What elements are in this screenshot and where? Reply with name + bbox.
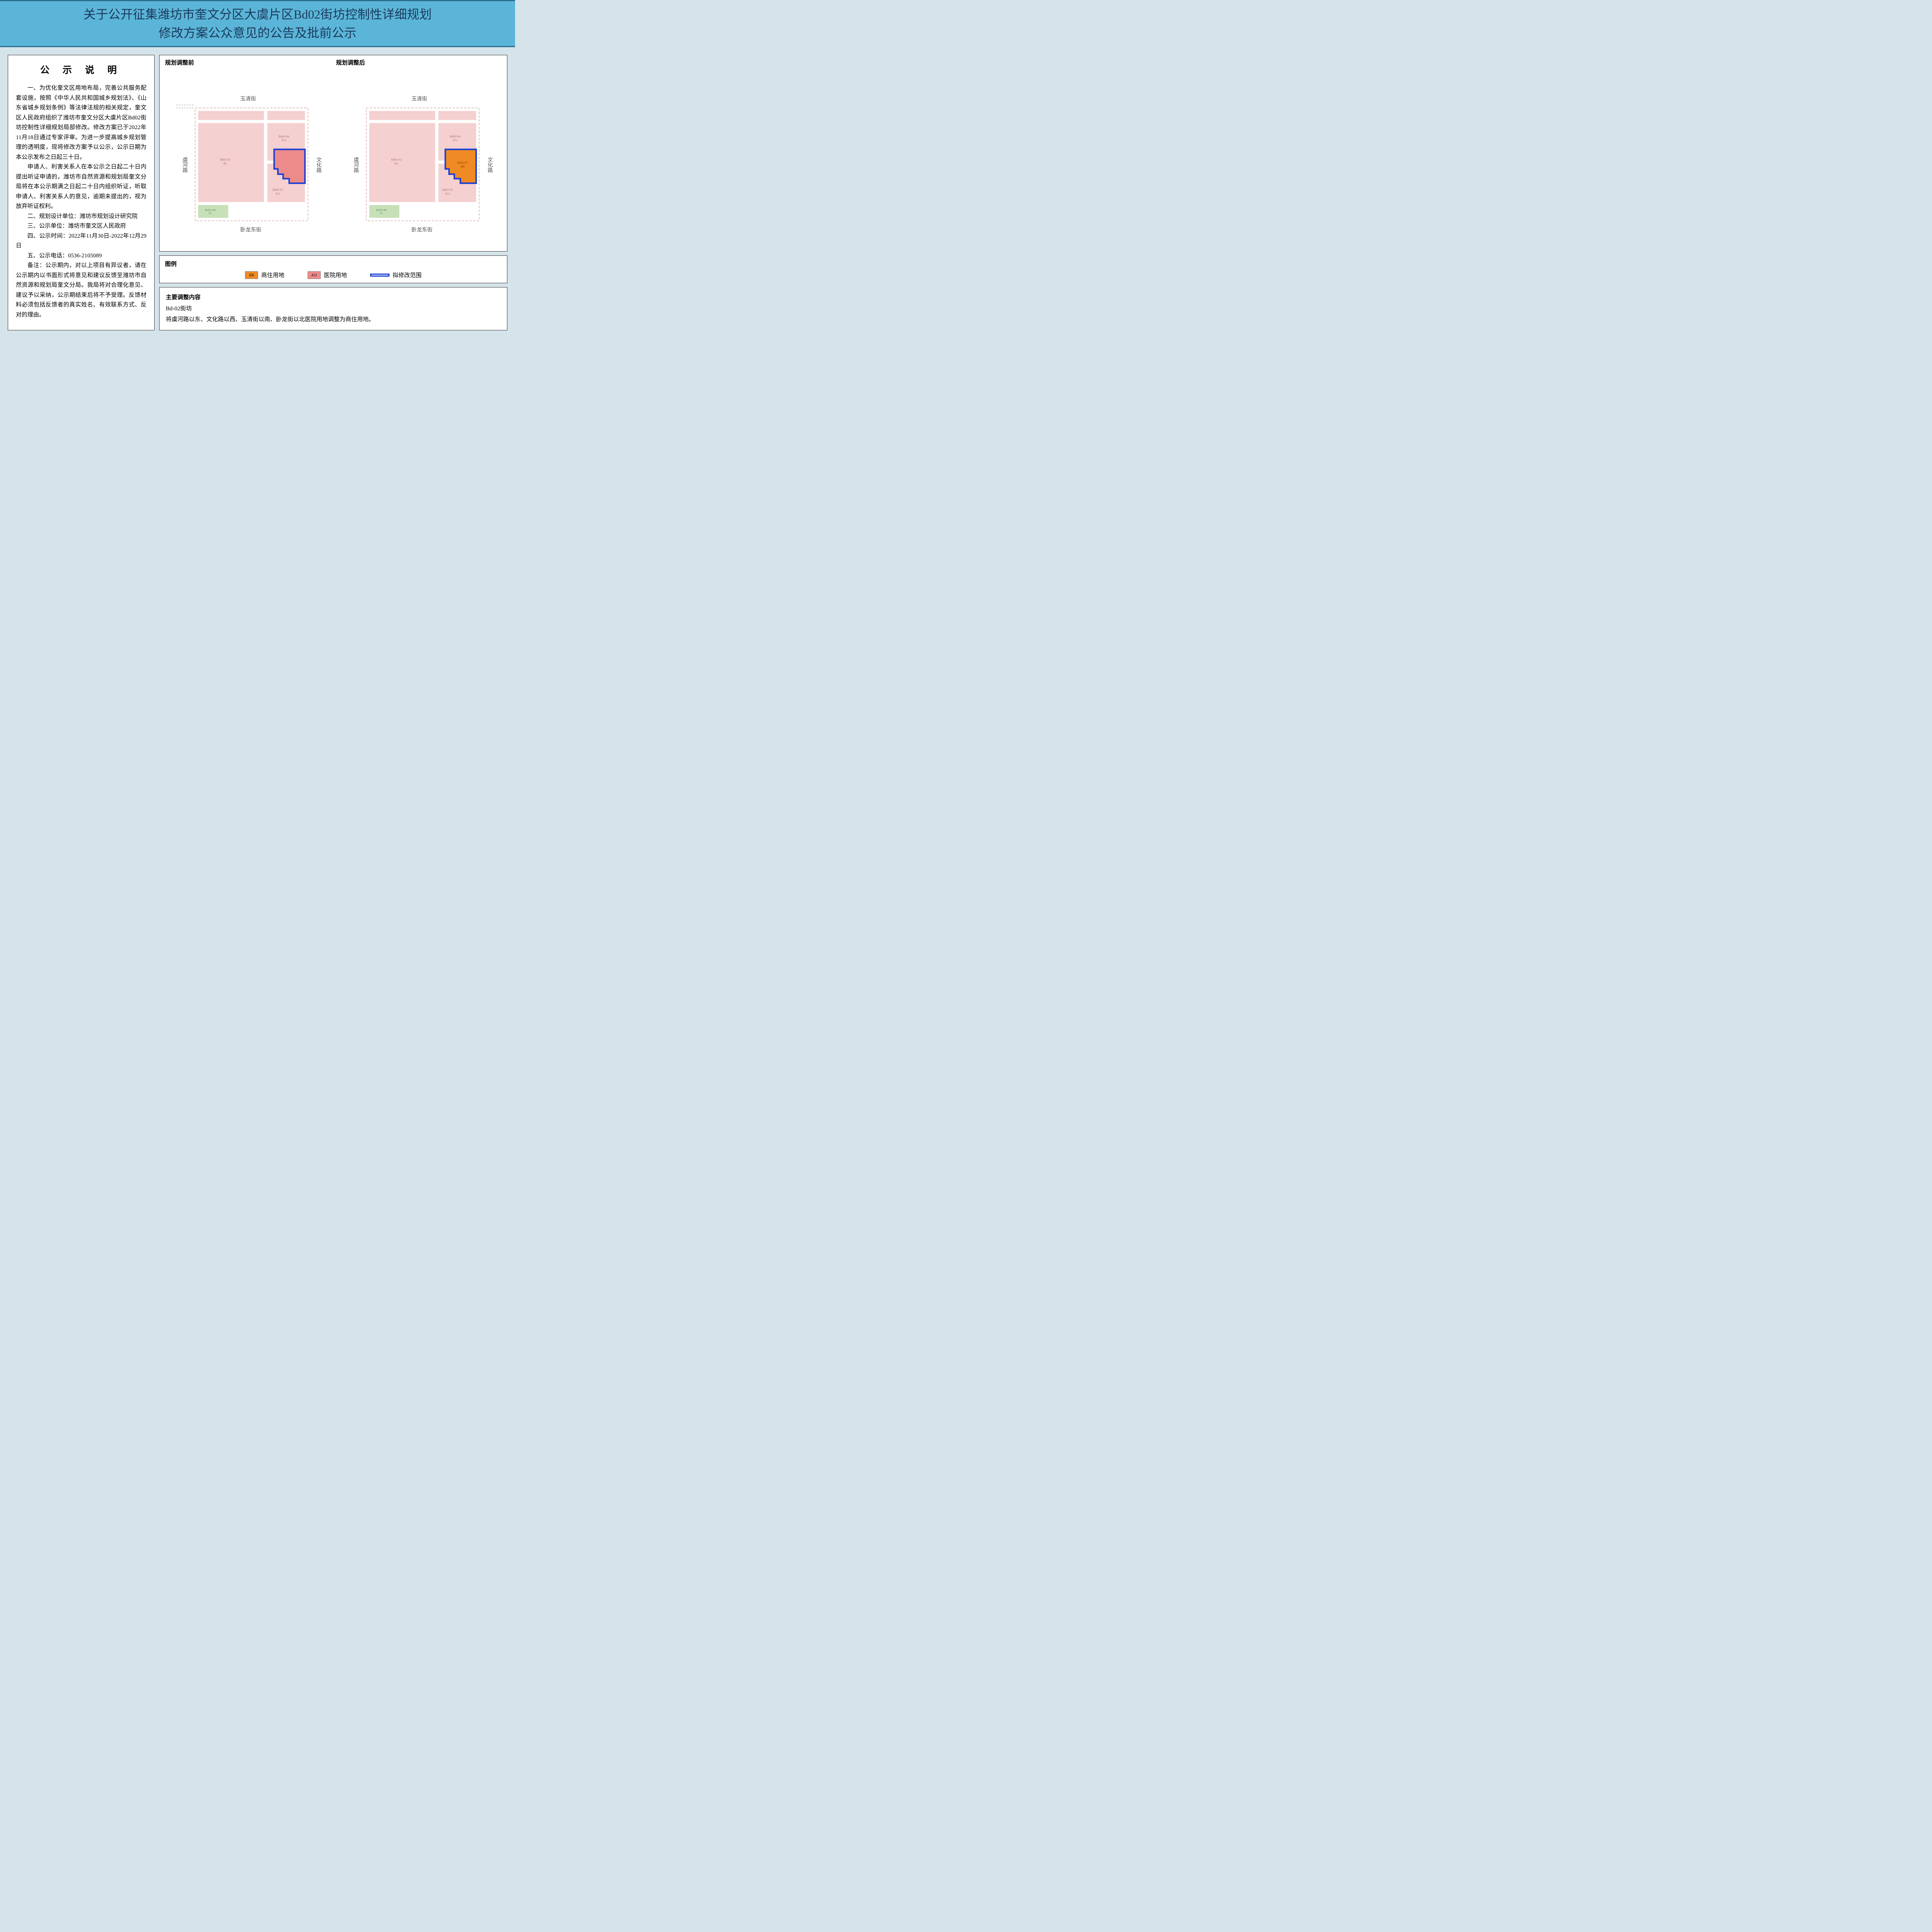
- svg-text:Bd02-05: Bd02-05: [442, 188, 452, 192]
- svg-text:Bd02-02: Bd02-02: [391, 158, 401, 162]
- map-before: 规划调整前: [165, 58, 331, 246]
- legend-swatch-boundary: [370, 274, 389, 277]
- svg-text:文化路: 文化路: [316, 157, 322, 173]
- svg-text:RB: RB: [461, 165, 464, 168]
- svg-text:A51: A51: [452, 138, 458, 142]
- svg-text:玉清街: 玉清街: [240, 96, 256, 102]
- map-after-label: 规划调整后: [336, 58, 502, 66]
- map-before-canvas: 玉清街 卧龙东街 虞河路 文化路 Bd02-02 R2 Bd02-04 A51 …: [165, 68, 331, 246]
- svg-text:虞河路: 虞河路: [353, 157, 359, 173]
- svg-text:文化路: 文化路: [486, 157, 493, 173]
- svg-text:R2: R2: [223, 162, 227, 165]
- page-title: 关于公开征集潍坊市奎文分区大虞片区Bd02街坊控制性详细规划 修改方案公众意见的…: [8, 5, 507, 42]
- legend-items: RB 商住用地 A51 医院用地 拟修改范围: [165, 271, 502, 279]
- legend-commercial: RB 商住用地: [245, 271, 284, 279]
- svg-text:Bd02-07: Bd02-07: [457, 161, 468, 165]
- adjustment-desc: 将虞河路以东、文化路以西、玉清街以南、卧龙街以北医院用地调整为商住用地。: [166, 314, 501, 325]
- map-after: 规划调整后 Bd02-07 RB: [336, 58, 502, 246]
- svg-text:虞河路: 虞河路: [182, 157, 188, 173]
- notice-para-7: 备注：公示期内，对以上项目有异议者，请在公示期内以书面形式将意见和建议反馈至潍坊…: [16, 261, 146, 320]
- svg-text:Bd02-04: Bd02-04: [450, 134, 460, 138]
- adjustment-title: 主要调整内容: [166, 292, 501, 303]
- legend-boundary: 拟修改范围: [370, 271, 422, 279]
- adjustment-box: 主要调整内容 Bd-02街坊 将虞河路以东、文化路以西、玉清街以南、卧龙街以北医…: [159, 287, 507, 330]
- right-panel: 规划调整前: [159, 55, 507, 330]
- legend-label-boundary: 拟修改范围: [393, 271, 422, 279]
- legend-label-commercial: 商住用地: [261, 271, 284, 279]
- map-before-label: 规划调整前: [165, 58, 331, 66]
- svg-text:Bd02-02: Bd02-02: [220, 158, 230, 162]
- map-after-svg: Bd02-07 RB 玉清街 卧龙东街 虞河路 文化路 Bd02-02 R2 B…: [336, 68, 502, 246]
- map-after-canvas: Bd02-07 RB 玉清街 卧龙东街 虞河路 文化路 Bd02-02 R2 B…: [336, 68, 502, 246]
- svg-text:A51: A51: [445, 192, 450, 195]
- legend-swatch-commercial: RB: [245, 271, 258, 279]
- map-before-svg: 玉清街 卧龙东街 虞河路 文化路 Bd02-02 R2 Bd02-04 A51 …: [165, 68, 331, 246]
- legend-box: 图例 RB 商住用地 A51 医院用地 拟修改范围: [159, 255, 507, 283]
- notice-panel: 公 示 说 明 一、为优化奎文区用地布局，完善公共服务配套设施，按照《中华人民共…: [8, 55, 155, 330]
- notice-para-5: 四、公示时间：2022年11月30日-2022年12月29日: [16, 231, 146, 251]
- legend-label-hospital: 医院用地: [324, 271, 347, 279]
- page-header: 关于公开征集潍坊市奎文分区大虞片区Bd02街坊控制性详细规划 修改方案公众意见的…: [0, 0, 515, 47]
- notice-title: 公 示 说 明: [16, 62, 146, 76]
- main-content: 公 示 说 明 一、为优化奎文区用地布局，完善公共服务配套设施，按照《中华人民共…: [0, 47, 515, 338]
- notice-body: 一、为优化奎文区用地布局，完善公共服务配套设施，按照《中华人民共和国城乡规划法》…: [16, 83, 146, 320]
- svg-text:玉清街: 玉清街: [411, 96, 427, 102]
- notice-para-4: 三、公示单位：潍坊市奎文区人民政府: [16, 221, 146, 231]
- maps-container: 规划调整前: [159, 55, 507, 252]
- legend-title: 图例: [165, 260, 502, 268]
- svg-text:A51: A51: [275, 192, 281, 195]
- svg-text:S1: S1: [379, 211, 383, 215]
- svg-text:Bd02-04: Bd02-04: [279, 134, 289, 138]
- legend-swatch-hospital: A51: [308, 271, 321, 279]
- notice-para-1: 一、为优化奎文区用地布局，完善公共服务配套设施，按照《中华人民共和国城乡规划法》…: [16, 83, 146, 162]
- legend-hospital: A51 医院用地: [308, 271, 347, 279]
- notice-para-2: 申请人、利害关系人在本公示之日起二十日内提出听证申请的，潍坊市自然资源和规划局奎…: [16, 162, 146, 212]
- svg-text:卧龙东街: 卧龙东街: [240, 227, 262, 233]
- adjustment-block: Bd-02街坊: [166, 303, 501, 315]
- notice-para-3: 二、规划设计单位：潍坊市规划设计研究院: [16, 212, 146, 222]
- svg-text:S1: S1: [209, 211, 212, 215]
- svg-text:卧龙东街: 卧龙东街: [411, 227, 432, 233]
- svg-text:A51: A51: [281, 138, 287, 142]
- svg-text:Bd02-05: Bd02-05: [273, 188, 283, 192]
- notice-para-6: 五、公示电话：0536-2105089: [16, 251, 146, 261]
- svg-text:R2: R2: [395, 162, 398, 165]
